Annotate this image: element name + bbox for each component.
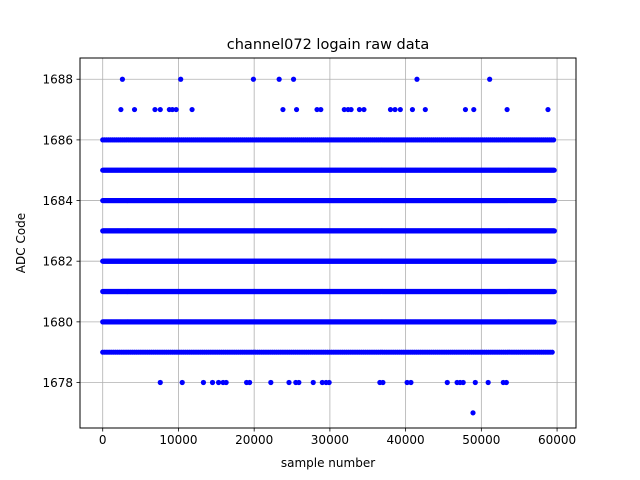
data-point [551,228,557,234]
data-point [414,76,420,82]
data-point [318,106,324,113]
data-point [361,106,367,113]
data-point [215,379,222,386]
data-point [157,379,163,386]
data-point [409,106,416,113]
data-point [178,76,184,82]
data-point [276,76,282,82]
data-point [223,379,229,386]
data-point [551,167,557,173]
data-point [173,106,179,113]
data-point [551,258,557,264]
data-point [504,106,510,113]
data-point [189,106,195,113]
data-point [551,319,557,325]
data-point [152,106,158,113]
data-point [545,106,551,113]
data-point [550,137,557,143]
data-point [551,288,557,295]
data-point [471,106,477,113]
data-point [179,379,185,386]
data-point [487,76,493,82]
data-point [119,76,126,82]
data-point [250,76,257,82]
data-point [397,106,403,113]
data-point [118,106,124,113]
data-point [157,106,163,113]
data-point [422,106,428,113]
data-point [348,106,354,113]
data-point [290,76,297,82]
data-point [549,349,555,355]
data-points [100,76,557,416]
data-point [209,379,216,386]
data-point [293,106,300,113]
data-point [387,106,394,113]
data-point [356,106,363,113]
data-point [200,379,207,386]
data-point [462,106,469,113]
data-point [280,106,286,113]
data-point [131,106,138,113]
data-point [551,197,557,204]
data-point [392,106,398,113]
